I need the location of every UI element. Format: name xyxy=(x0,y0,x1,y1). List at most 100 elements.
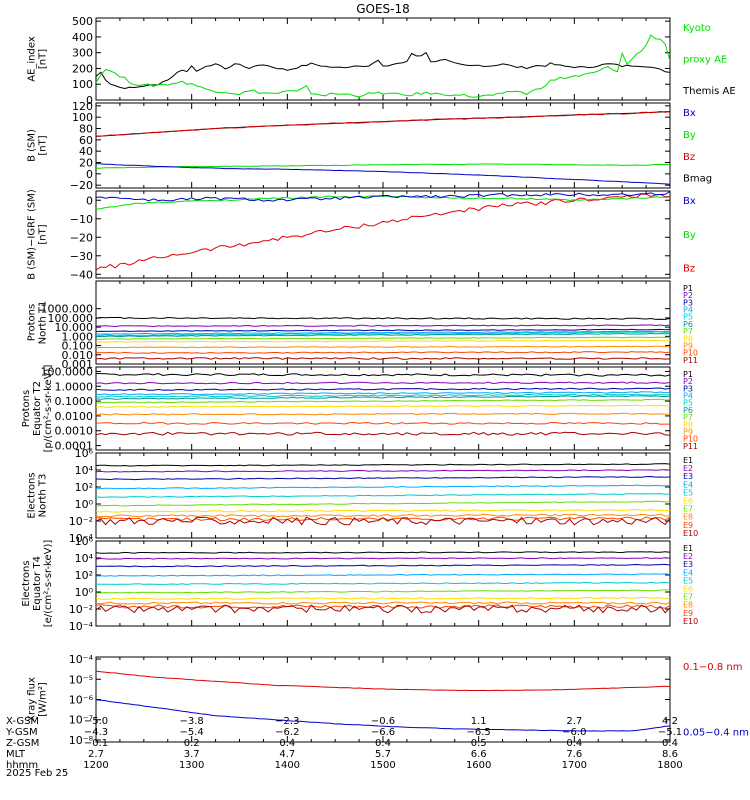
series-e6-line xyxy=(96,589,670,594)
legend-label: 0.05−0.4 nm xyxy=(683,728,749,739)
series-e10-line xyxy=(96,516,670,526)
y-tick-label: 0.100 xyxy=(62,340,94,353)
series-e4-line xyxy=(96,573,670,577)
legend-label: E4 xyxy=(683,568,693,577)
x-row-value: −5.1 xyxy=(658,727,682,738)
legend-label: E2 xyxy=(683,552,693,561)
x-row-value: −6.2 xyxy=(275,727,299,738)
date-label: 2025 Feb 25 xyxy=(6,768,68,779)
y-tick-label: 1000.000 xyxy=(41,303,94,316)
series-p9-line xyxy=(96,345,670,349)
y-tick-label: 400 xyxy=(72,31,93,44)
y-tick-label: 10² xyxy=(75,481,93,494)
legend-label: E5 xyxy=(683,576,693,585)
legend-label: P10 xyxy=(683,435,698,444)
x-row-label: hhmm xyxy=(6,760,38,771)
series-p10-line xyxy=(96,351,670,354)
y-tick-label: 0 xyxy=(86,194,93,207)
x-row-value: −2.3 xyxy=(275,716,299,727)
y-axis-label: Electrons xyxy=(27,472,38,518)
x-row-value: 0.4 xyxy=(662,738,678,749)
x-row-value: −6.6 xyxy=(371,727,395,738)
x-row-value: 0.4 xyxy=(375,738,391,749)
y-axis-label: [nT] xyxy=(38,135,49,155)
x-row-value: 0.4 xyxy=(279,738,295,749)
y-axis-label: Electrons xyxy=(21,560,32,606)
panel-eT4: 10⁻⁴ 10⁻² 10⁰ 10² 10⁴ 10⁶ Electrons Equator T4[… xyxy=(21,535,698,633)
panel-frame xyxy=(95,17,671,101)
series-p2-line xyxy=(96,381,670,385)
legend-label: E10 xyxy=(683,617,698,626)
legend-label: P4 xyxy=(683,392,693,401)
y-tick-label: 0.0100 xyxy=(55,410,94,423)
y-axis-label: [p/(cm²-s-sr-keV)] xyxy=(43,365,54,453)
legend-label: E5 xyxy=(683,488,693,497)
legend-label: By xyxy=(683,230,696,241)
legend-label: E6 xyxy=(683,585,693,594)
series-e5-line xyxy=(96,493,670,498)
chart-title: GOES-18 xyxy=(356,2,410,16)
x-row-value: 1500 xyxy=(370,760,395,771)
series-p3-line xyxy=(96,387,670,391)
series-0-05-0-4-nm-line xyxy=(96,699,670,732)
y-tick-label: 10⁻⁶ xyxy=(69,694,94,707)
y-tick-label: 300 xyxy=(72,47,93,60)
y-axis-label: Xray flux xyxy=(27,677,38,722)
y-tick-label: 80 xyxy=(79,123,93,136)
y-tick-label: −20 xyxy=(70,179,93,192)
y-tick-label: 10⁻⁵ xyxy=(69,673,93,686)
y-tick-label: 100.000 xyxy=(48,312,94,325)
y-axis-label: Equator T2 xyxy=(32,381,43,436)
x-row-value: 8.6 xyxy=(662,749,678,760)
legend-label: E7 xyxy=(683,593,693,602)
legend-label: Themis AE xyxy=(682,86,736,97)
series-e9-line xyxy=(96,604,670,609)
x-row-label: MLT xyxy=(6,749,26,760)
x-row-value: −5.0 xyxy=(84,716,108,727)
y-axis-label: [nT] xyxy=(38,49,49,69)
legend-label: P8 xyxy=(683,420,693,429)
x-row-value: 0.4 xyxy=(566,738,582,749)
y-tick-label: 10⁻⁴ xyxy=(69,532,94,545)
series-p11-line xyxy=(96,431,670,436)
x-row-value: 7.6 xyxy=(566,749,582,760)
series-p11-line xyxy=(96,357,670,360)
series-p6-line xyxy=(96,395,670,400)
series-p2-line xyxy=(96,324,670,328)
legend-label: E6 xyxy=(683,497,693,506)
x-row-value: 5.7 xyxy=(375,749,391,760)
y-tick-label: 10⁻⁴ xyxy=(69,653,94,666)
series-p8-line xyxy=(96,404,670,408)
series-p4-line xyxy=(96,391,670,396)
legend-label: P9 xyxy=(683,427,693,436)
x-row-value: 6.6 xyxy=(471,749,487,760)
legend-label: E1 xyxy=(683,456,693,465)
y-tick-label: 500 xyxy=(72,15,93,28)
legend-label: Bz xyxy=(683,264,695,275)
series-bz-line xyxy=(96,193,670,271)
x-row-value: 1700 xyxy=(562,760,587,771)
y-axis-label: Protons xyxy=(21,390,32,427)
series-e10-line xyxy=(96,604,670,614)
x-row-label: X-GSM xyxy=(6,716,39,727)
y-tick-label: 100 xyxy=(72,111,93,124)
x-row-label: Y-GSM xyxy=(5,727,38,738)
legend-label: P8 xyxy=(683,334,693,343)
series-themis-ae-line xyxy=(96,51,670,90)
legend-label: P6 xyxy=(683,406,693,415)
y-tick-label: 0.001 xyxy=(62,358,94,371)
legend-label: E9 xyxy=(683,609,693,618)
y-axis-label: North T3 xyxy=(38,474,49,518)
series-e4-line xyxy=(96,484,670,490)
x-row-value: 1400 xyxy=(275,760,300,771)
series-p7-line xyxy=(96,336,670,340)
y-tick-label: 1.000 xyxy=(62,330,94,343)
x-row-value: −0.1 xyxy=(84,738,108,749)
panel-ae: 0 100 200 300 400 500 AE_index [nT] Kyoto proxy A… xyxy=(27,15,736,107)
x-row-value: −3.8 xyxy=(180,716,204,727)
y-axis-label: North T1 xyxy=(38,301,49,345)
legend-label: By xyxy=(683,130,696,141)
series-bx-line xyxy=(96,191,670,202)
x-row-value: −6.0 xyxy=(562,727,586,738)
x-row-value: −4.3 xyxy=(84,727,108,738)
